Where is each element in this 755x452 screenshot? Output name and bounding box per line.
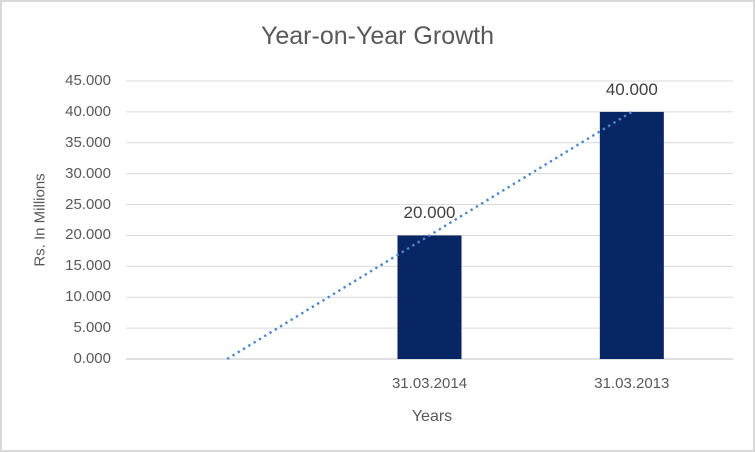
y-tick-label: 15.000 [65,257,111,275]
y-tick-label: 45.000 [65,72,111,89]
y-axis-title: Rs. In Millions [31,173,49,267]
y-tick-label: 5.000 [73,319,111,337]
y-tick-label: 30.000 [65,164,111,182]
data-label: 40.000 [605,79,658,99]
y-tick-label: 20.000 [65,226,111,244]
y-tick-label: 25.000 [65,195,111,213]
x-tick-label: 31.03.2013 [594,375,670,392]
x-tick-label: 31.03.2014 [391,375,468,392]
y-tick-label: 35.000 [65,133,111,151]
y-tick-label: 40.000 [65,102,111,120]
data-label: 20.000 [403,203,456,223]
y-tick-label: 0.000 [73,350,111,367]
y-tick-label: 10.000 [65,288,111,306]
x-axis-title: Years [411,408,453,425]
bar-31.03.2013 [599,111,664,359]
bar-31.03.2014 [397,235,462,359]
chart-title: Year-on-Year Growth [260,22,495,50]
trendline [226,110,633,361]
